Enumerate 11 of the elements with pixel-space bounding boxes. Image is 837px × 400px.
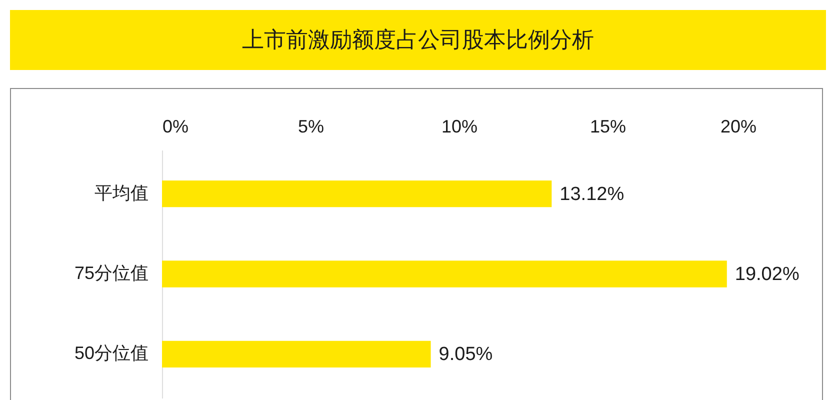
x-tick-label: 0%	[162, 116, 189, 136]
y-tick-label: 75分位值	[74, 263, 148, 283]
x-tick-label: 10%	[441, 116, 478, 136]
y-tick-label: 50分位值	[74, 343, 148, 364]
x-tick-label: 15%	[590, 116, 626, 136]
data-label: 19.02%	[734, 264, 800, 285]
data-label: 13.12%	[560, 184, 624, 205]
x-tick-label: 20%	[720, 116, 756, 136]
data-label: 9.05%	[438, 344, 493, 366]
y-tick-label: 平均值	[94, 182, 148, 203]
x-tick-label: 5%	[298, 116, 324, 136]
